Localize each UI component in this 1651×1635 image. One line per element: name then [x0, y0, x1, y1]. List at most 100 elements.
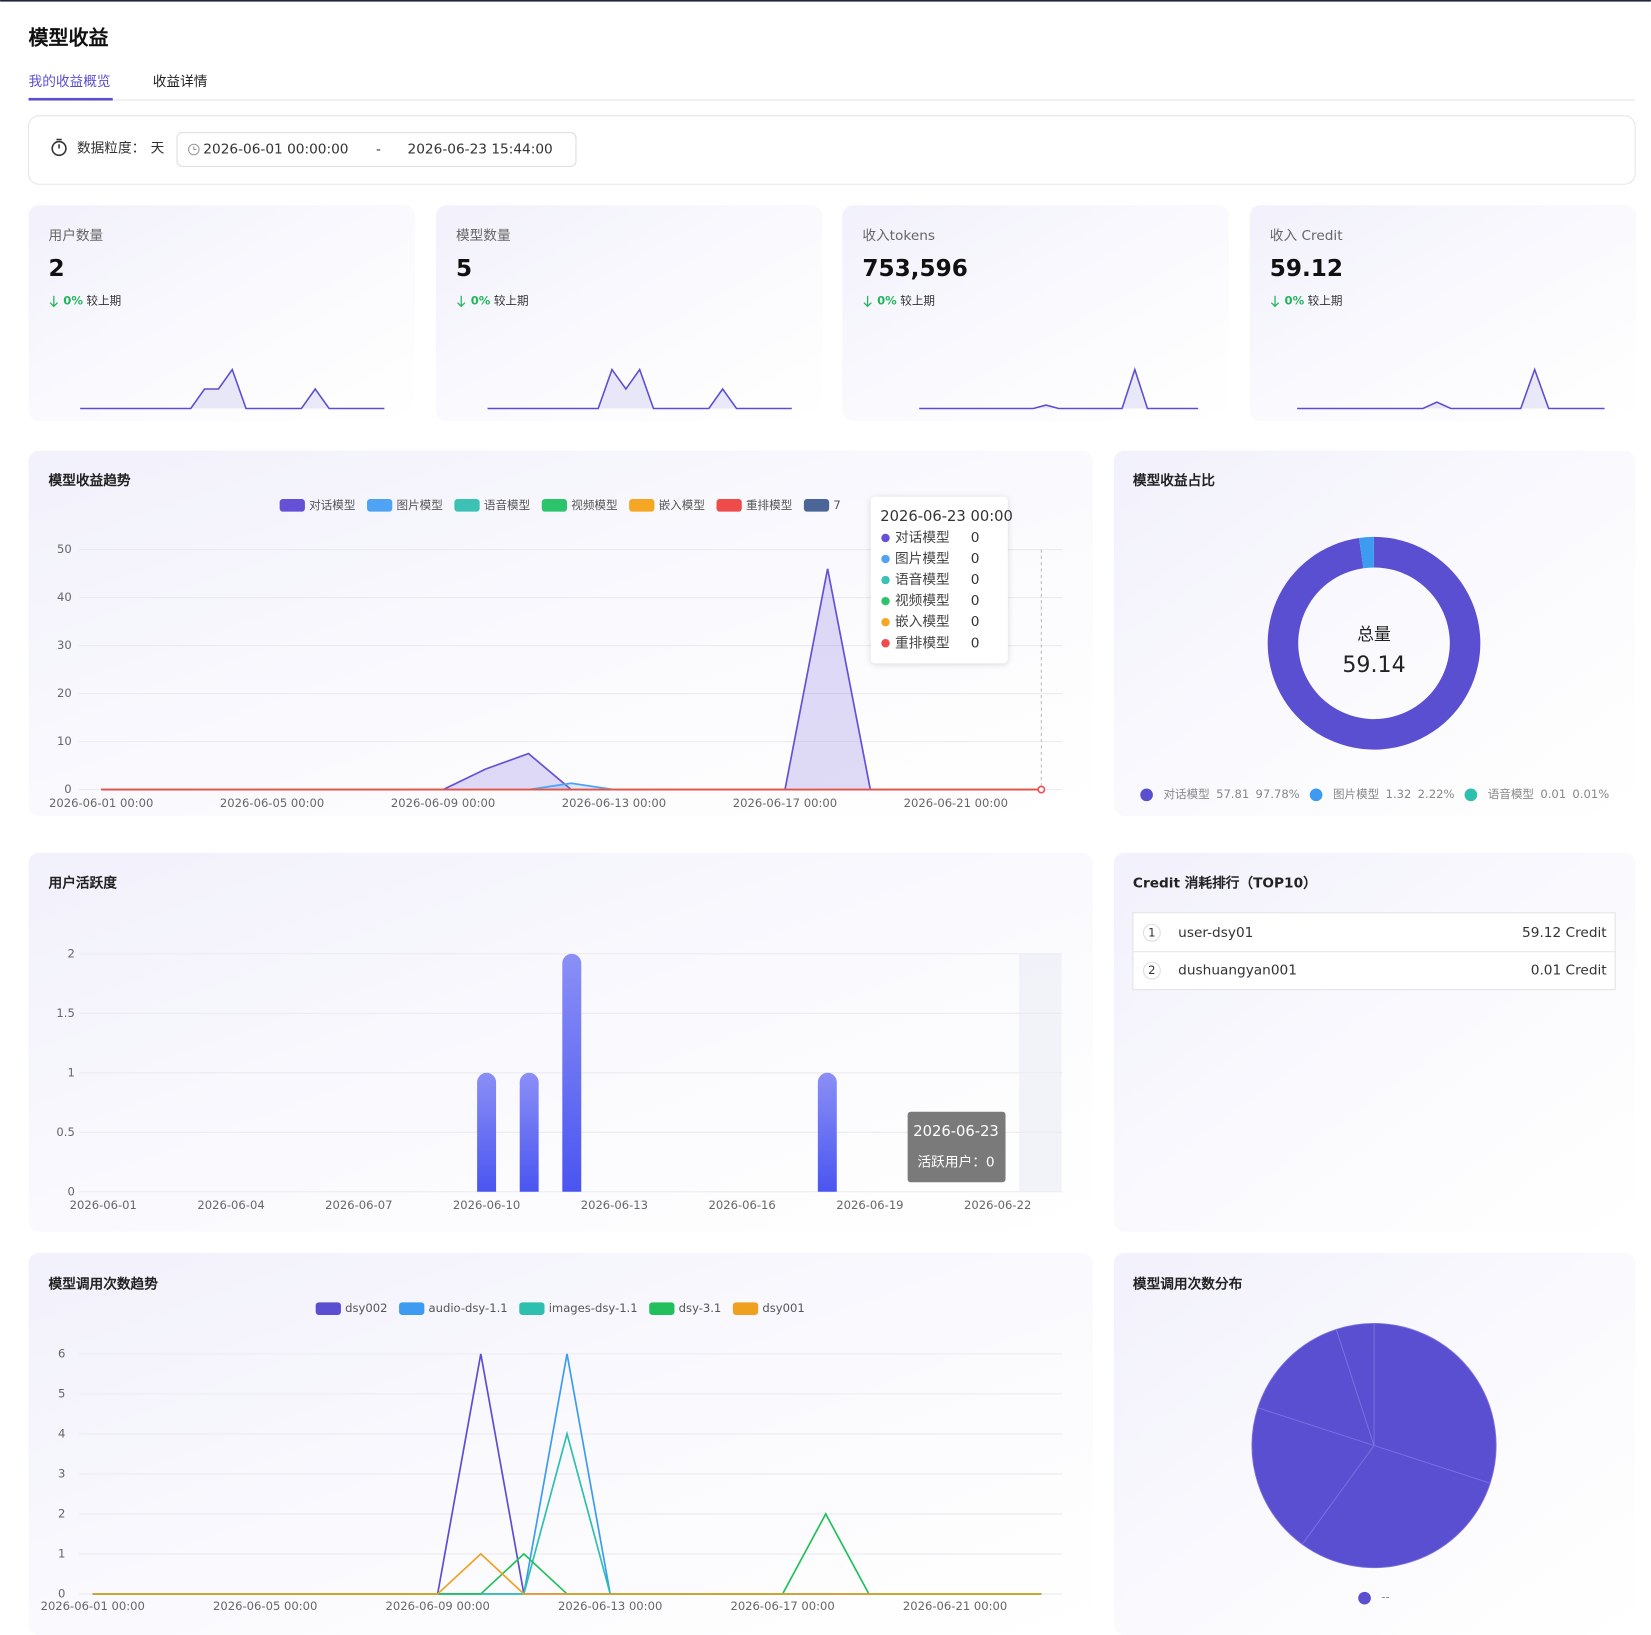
legend-label: 重排模型	[746, 498, 793, 512]
y-tick-label: 1	[58, 1546, 65, 1560]
legend-swatch	[541, 499, 568, 512]
stat-compare: 较上期	[86, 294, 121, 308]
y-tick-label: 0	[64, 782, 71, 796]
x-tick-label: 2026-06-01	[70, 1198, 137, 1212]
x-tick-label: 2026-06-21 00:00	[903, 1599, 1007, 1613]
legend-label: 嵌入模型	[659, 498, 706, 512]
rank-badge	[1142, 923, 1161, 942]
filter-granularity[interactable]: 天	[151, 140, 165, 156]
tooltip-value: 0	[971, 614, 980, 630]
x-tick-label: 2026-06-21 00:00	[904, 796, 1008, 810]
y-tick-label: 4	[58, 1426, 65, 1440]
y-tick-label: 2	[67, 946, 74, 960]
y-tick-label: 20	[57, 686, 72, 700]
trend-card	[28, 450, 1093, 816]
down-arrow	[49, 295, 58, 308]
legend-label: 图片模型	[397, 498, 444, 512]
stat-label: 用户数量	[49, 227, 104, 244]
tooltip-value: 0	[986, 1154, 995, 1170]
tooltip-dot	[881, 554, 890, 564]
tooltip-value: 0	[971, 572, 980, 588]
x-tick-label: 2026-06-16	[708, 1198, 775, 1212]
tooltip	[870, 496, 1008, 664]
stat-value: 753,596	[862, 256, 967, 282]
legend-name: 语音模型	[1488, 786, 1535, 800]
donut-slice	[1359, 536, 1374, 569]
top-border	[0, 0, 1651, 2]
stat-card	[842, 205, 1229, 422]
stat-compare: 较上期	[900, 294, 935, 308]
y-tick-label: 0	[67, 1184, 74, 1198]
down-arrow	[863, 295, 872, 308]
stat-value: 2	[49, 256, 65, 282]
tab-divider	[28, 99, 1636, 101]
x-tick-label: 2026-06-13 00:00	[558, 1599, 662, 1613]
legend-percent: 97.78%	[1256, 786, 1300, 800]
credit: 59.12 Credit	[1522, 925, 1607, 941]
legend-label: 对话模型	[309, 498, 356, 512]
legend-swatch	[279, 499, 305, 512]
filter-label: 数据粒度：	[77, 140, 145, 156]
stat-card	[1249, 205, 1637, 422]
series-area	[101, 783, 1042, 790]
bar	[817, 1072, 837, 1192]
tooltip-value: 0	[971, 635, 980, 651]
pie-slice	[1335, 1322, 1375, 1446]
legend-label: dsy002	[345, 1301, 387, 1315]
x-tick-label: 2026-06-04	[197, 1198, 264, 1212]
date-end[interactable]: 2026-06-23 15:44:00	[408, 141, 553, 157]
legend-swatch	[367, 499, 393, 512]
x-tick-label: 2026-06-01 00:00	[49, 796, 153, 810]
date-range-input[interactable]	[176, 132, 577, 167]
rank-badge	[1142, 961, 1161, 980]
legend-swatch	[399, 1302, 425, 1315]
legend-name: 对话模型	[1163, 786, 1210, 800]
legend-label: 7	[833, 498, 840, 512]
tooltip-dot	[881, 575, 890, 585]
legend-swatch	[732, 1302, 759, 1315]
legend-label: images-dsy-1.1	[549, 1301, 638, 1315]
chart-title: 模型调用次数趋势	[49, 1275, 159, 1292]
pie-slice	[1257, 1328, 1375, 1447]
tooltip-value: 0	[971, 593, 980, 609]
bar	[477, 1072, 497, 1192]
x-tick-label: 2026-06-19	[836, 1198, 903, 1212]
tab[interactable]: 收益详情	[153, 74, 208, 90]
x-tick-label: 2026-06-01 00:00	[41, 1599, 145, 1613]
date-separator: -	[376, 141, 381, 157]
legend-value: 57.81	[1216, 786, 1249, 800]
tooltip-value: 0	[971, 530, 980, 546]
down-arrow	[457, 295, 466, 308]
chart-title: 用户活跃度	[49, 874, 118, 891]
y-tick-label: 1.5	[56, 1006, 74, 1020]
bar	[562, 953, 582, 1192]
tooltip-dot	[881, 533, 890, 543]
tooltip-name: 活跃用户	[918, 1153, 973, 1170]
x-tick-label: 2026-06-07	[325, 1198, 392, 1212]
legend-percent: 2.22%	[1418, 786, 1455, 800]
stat-label: 收入 Credit	[1270, 228, 1343, 244]
stat-compare: 较上期	[1308, 294, 1343, 308]
tooltip-title: 2026-06-23 00:00	[880, 508, 1013, 525]
series-line	[92, 1552, 1042, 1595]
pie-slice	[1373, 1322, 1497, 1484]
date-start[interactable]: 2026-06-01 00:00:00	[203, 141, 348, 157]
y-tick-label: 30	[57, 638, 72, 652]
calls-card	[28, 1252, 1093, 1635]
x-tick-label: 2026-06-13	[581, 1198, 648, 1212]
legend-dot	[1464, 788, 1478, 802]
legend-dot	[1358, 1591, 1371, 1605]
sparkline	[80, 367, 385, 410]
tooltip-title: 2026-06-23	[913, 1123, 999, 1140]
y-tick-label: 50	[57, 542, 72, 556]
legend-swatch	[315, 1302, 341, 1315]
tab-active[interactable]: 我的收益概览	[29, 74, 111, 90]
y-tick-label: 3	[58, 1466, 65, 1480]
sparkline-area	[1297, 369, 1605, 409]
timer-icon	[51, 138, 67, 157]
stat-value: 5	[456, 256, 472, 282]
sparkline-area	[919, 369, 1199, 409]
credit: 0.01 Credit	[1531, 963, 1608, 979]
legend-swatch	[454, 499, 480, 512]
